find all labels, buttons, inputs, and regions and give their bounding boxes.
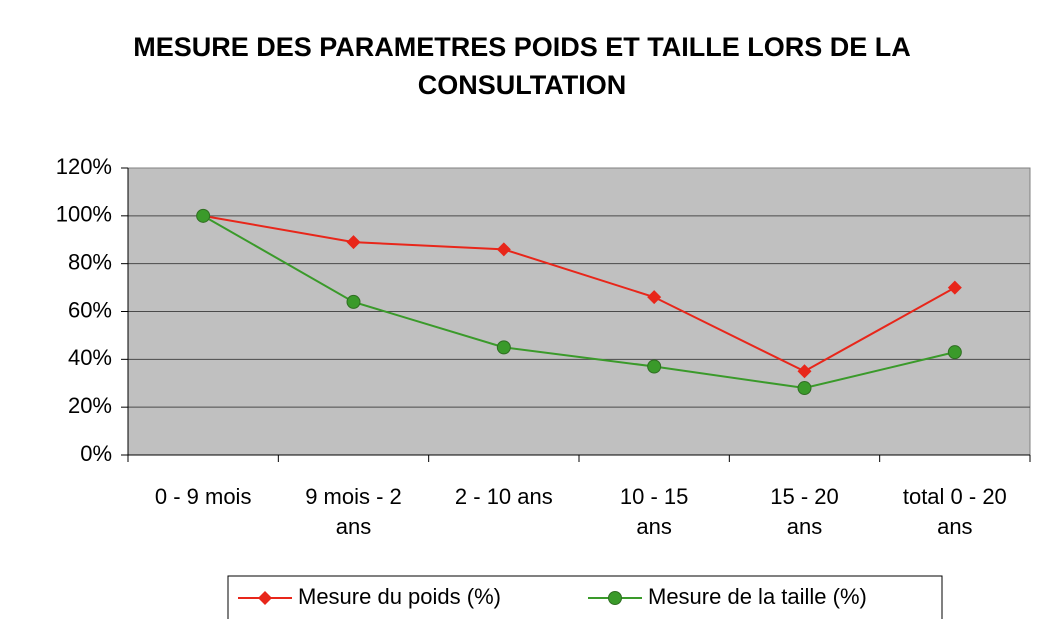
y-tick-label: 80% — [68, 249, 112, 274]
y-tick-label: 20% — [68, 393, 112, 418]
marker — [947, 280, 962, 295]
y-tick-label: 60% — [68, 297, 112, 322]
marker — [496, 340, 511, 355]
marker — [496, 242, 511, 257]
legend-label: Mesure de la taille (%) — [648, 584, 867, 609]
marker — [608, 591, 622, 605]
legend-box — [227, 575, 943, 619]
y-tick-label: 40% — [68, 345, 112, 370]
marker — [346, 294, 361, 309]
chart-title: MESURE DES PARAMETRES POIDS ET TAILLE LO… — [133, 32, 911, 100]
x-tick-label: 0 - 9 mois — [154, 484, 252, 509]
marker — [346, 235, 361, 250]
x-tick-label: 2 - 10 ans — [454, 484, 553, 509]
y-tick-label: 0% — [80, 441, 112, 466]
x-tick-label: 10 - 15 ans — [619, 484, 689, 539]
marker — [797, 364, 812, 379]
y-tick-label: 120% — [56, 154, 112, 179]
marker — [647, 359, 662, 374]
series-line — [202, 214, 956, 373]
x-tick-label: total 0 - 20 ans — [902, 484, 1007, 539]
y-tick-label: 100% — [56, 202, 112, 227]
marker — [947, 345, 962, 360]
marker — [196, 208, 211, 223]
x-tick-label: 15 - 20 ans — [770, 484, 839, 539]
x-tick-label: 9 mois - 2 ans — [305, 484, 402, 539]
marker — [797, 381, 812, 396]
marker — [647, 290, 662, 305]
legend-label: Mesure du poids (%) — [298, 584, 501, 609]
series-line — [202, 214, 956, 390]
marker — [258, 591, 272, 605]
